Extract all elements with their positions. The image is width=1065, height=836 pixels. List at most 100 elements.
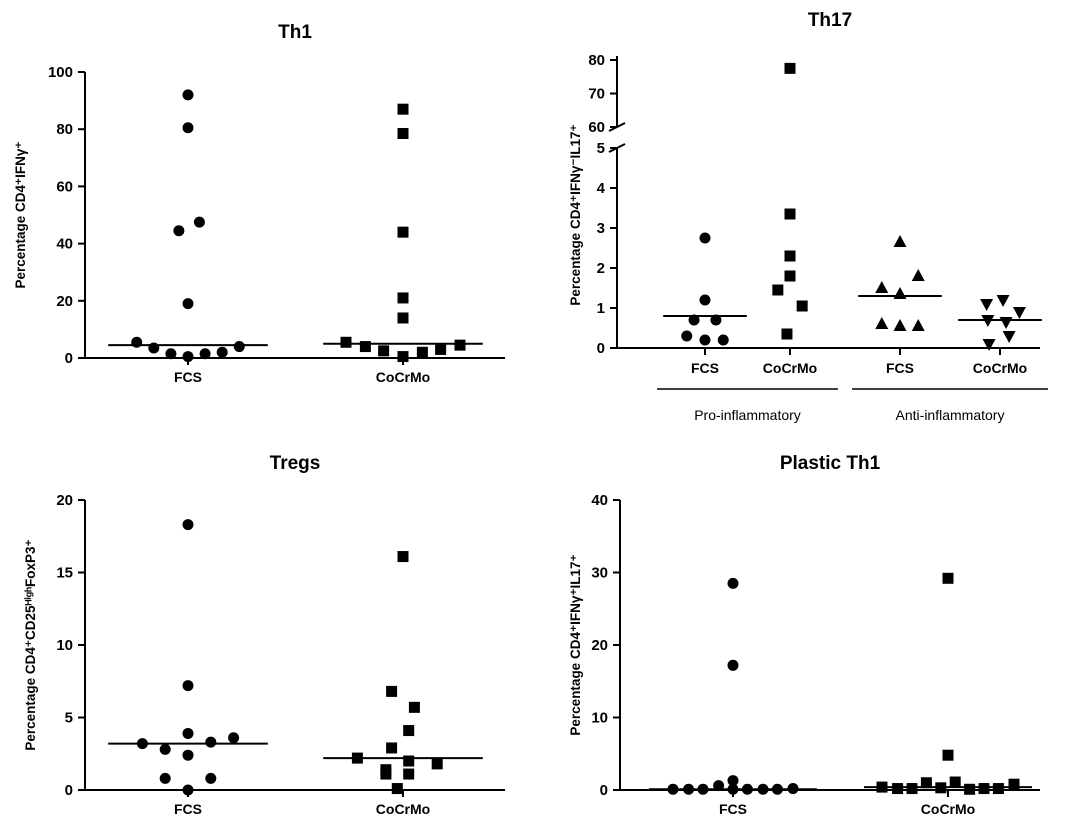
data-point xyxy=(893,235,907,247)
tregs-panel: Tregs Percentage CD4⁺CD25ᴴⁱᵍʰFoxP3⁺ 0 5 10 15… xyxy=(23,453,505,817)
y-tick-label: 3 xyxy=(597,220,605,237)
data-point xyxy=(717,334,729,346)
data-point xyxy=(397,312,409,324)
y-tick-label: 15 xyxy=(56,565,73,582)
x-tick-label: CoCrMo xyxy=(763,360,817,376)
y-tick-label: 0 xyxy=(600,782,608,799)
data-point xyxy=(182,727,194,739)
data-point xyxy=(148,342,160,354)
data-point xyxy=(131,336,143,348)
chart-title: Tregs xyxy=(270,453,321,474)
x-tick-label: FCS xyxy=(886,360,914,376)
data-point xyxy=(981,315,995,327)
data-point xyxy=(408,701,420,713)
data-point xyxy=(397,226,409,238)
data-point xyxy=(982,339,996,351)
data-point xyxy=(199,348,211,360)
x-tick-label: FCS xyxy=(691,360,719,376)
data-point xyxy=(431,758,443,770)
data-point xyxy=(173,225,185,237)
data-point xyxy=(699,294,711,306)
y-tick-label: 60 xyxy=(588,119,605,136)
data-point xyxy=(906,783,918,795)
data-point xyxy=(935,782,947,794)
data-point xyxy=(893,287,907,299)
y-tick-label: 0 xyxy=(597,340,605,357)
x-tick-label: FCS xyxy=(174,801,202,817)
data-point xyxy=(892,783,904,795)
data-point xyxy=(699,334,711,346)
data-point xyxy=(403,755,415,767)
data-point xyxy=(741,783,753,795)
data-point xyxy=(964,783,976,795)
data-point xyxy=(949,776,961,788)
data-point xyxy=(727,577,739,589)
data-point xyxy=(136,738,148,750)
group-label: Pro-inflammatory xyxy=(694,407,801,423)
data-point xyxy=(980,299,994,311)
y-tick-label: 20 xyxy=(56,293,73,310)
x-tick-label: CoCrMo xyxy=(376,801,430,817)
y-tick-label: 5 xyxy=(65,710,73,727)
data-point xyxy=(397,351,409,363)
data-point xyxy=(182,89,194,101)
y-tick-label: 4 xyxy=(597,180,606,197)
data-point xyxy=(911,269,925,281)
y-tick-label: 60 xyxy=(56,178,73,195)
data-point xyxy=(159,743,171,755)
data-point xyxy=(727,783,739,795)
data-point xyxy=(397,292,409,304)
y-tick-label: 80 xyxy=(56,121,73,138)
th1-panel: Th1 Percentage CD4⁺IFNγ⁺ 0 20 40 60 80 100 FCS Co… xyxy=(13,22,505,385)
data-point xyxy=(784,270,796,282)
data-point xyxy=(667,783,679,795)
y-axis-label: Percentage CD4⁺IFNγ⁺IL17⁺ xyxy=(568,554,583,735)
chart-title: Th17 xyxy=(808,10,852,31)
data-point xyxy=(403,768,415,780)
data-point xyxy=(757,783,769,795)
data-point xyxy=(435,343,447,355)
th17-panel: Th17 Percentage CD4⁺IFNγ⁻IL17⁺ 0 1 2 3 4 5 60 70 8… xyxy=(568,10,1048,423)
data-point xyxy=(182,122,194,134)
x-tick-label: CoCrMo xyxy=(376,369,430,385)
data-point xyxy=(182,298,194,310)
chart-title: Th1 xyxy=(278,22,312,43)
data-point xyxy=(359,341,371,353)
data-point xyxy=(683,783,695,795)
data-point xyxy=(978,783,990,795)
y-tick-label: 20 xyxy=(591,637,608,654)
data-point xyxy=(996,295,1010,307)
data-point xyxy=(784,62,796,74)
x-tick-label: CoCrMo xyxy=(921,801,975,817)
data-point xyxy=(397,127,409,139)
data-point xyxy=(796,300,808,312)
data-point xyxy=(233,341,245,353)
data-point xyxy=(875,317,889,329)
data-point xyxy=(416,346,428,358)
data-point xyxy=(713,780,725,792)
data-point xyxy=(784,208,796,220)
y-tick-label: 30 xyxy=(591,565,608,582)
data-point xyxy=(380,768,392,780)
chart-title: Plastic Th1 xyxy=(780,453,881,474)
data-point xyxy=(920,777,932,789)
data-point xyxy=(165,348,177,360)
data-point xyxy=(784,250,796,262)
data-point xyxy=(781,328,793,340)
x-tick-label: CoCrMo xyxy=(973,360,1027,376)
data-point xyxy=(403,725,415,737)
x-tick-label: FCS xyxy=(174,369,202,385)
y-tick-label: 80 xyxy=(588,52,605,69)
data-point xyxy=(182,784,194,796)
y-tick-label: 2 xyxy=(597,260,605,277)
y-axis-label: Percentage CD4⁺IFNγ⁺ xyxy=(13,141,28,288)
data-point xyxy=(182,351,194,363)
y-tick-label: 40 xyxy=(56,236,73,253)
data-point xyxy=(1012,307,1026,319)
data-point xyxy=(681,330,693,342)
data-point xyxy=(1002,331,1016,343)
data-point xyxy=(340,336,352,348)
data-point xyxy=(911,319,925,331)
